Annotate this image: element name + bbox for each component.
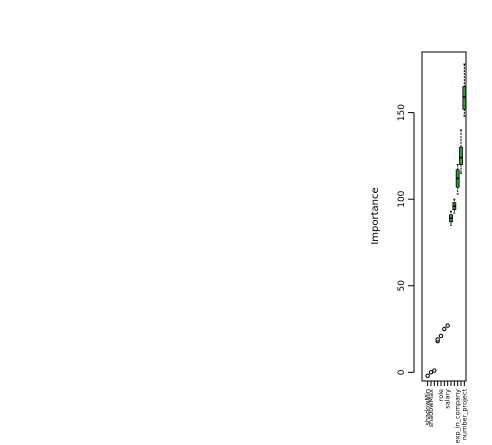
x-tick-label: salary — [444, 389, 452, 409]
outlier-point — [438, 333, 444, 339]
outlier-point — [445, 323, 450, 328]
box — [459, 146, 463, 165]
x-tick-label: shadowMin — [424, 389, 432, 425]
plot-frame — [421, 51, 467, 382]
outlier-point — [442, 326, 447, 332]
y-axis: 0 50 100 150 — [397, 104, 415, 375]
y-tick-label: 100 — [397, 190, 407, 207]
x-tick-label: shadowMax — [427, 389, 435, 427]
outlier-point — [435, 337, 440, 342]
y-tick-label: 50 — [397, 280, 407, 292]
outlier-point — [432, 368, 437, 373]
plot-border — [421, 51, 467, 382]
x-tick-label: exp_in_company — [454, 389, 462, 443]
y-tick-label: 150 — [397, 104, 407, 121]
outlier-point — [428, 370, 434, 375]
y-tick-label: 0 — [397, 369, 407, 375]
outlier-point — [425, 373, 430, 379]
x-tick-label: number_project — [460, 389, 468, 441]
box — [462, 86, 467, 110]
x-tick-label: role — [437, 389, 445, 401]
y-axis-label: Importance — [370, 187, 381, 244]
boxes-layer — [425, 63, 467, 379]
